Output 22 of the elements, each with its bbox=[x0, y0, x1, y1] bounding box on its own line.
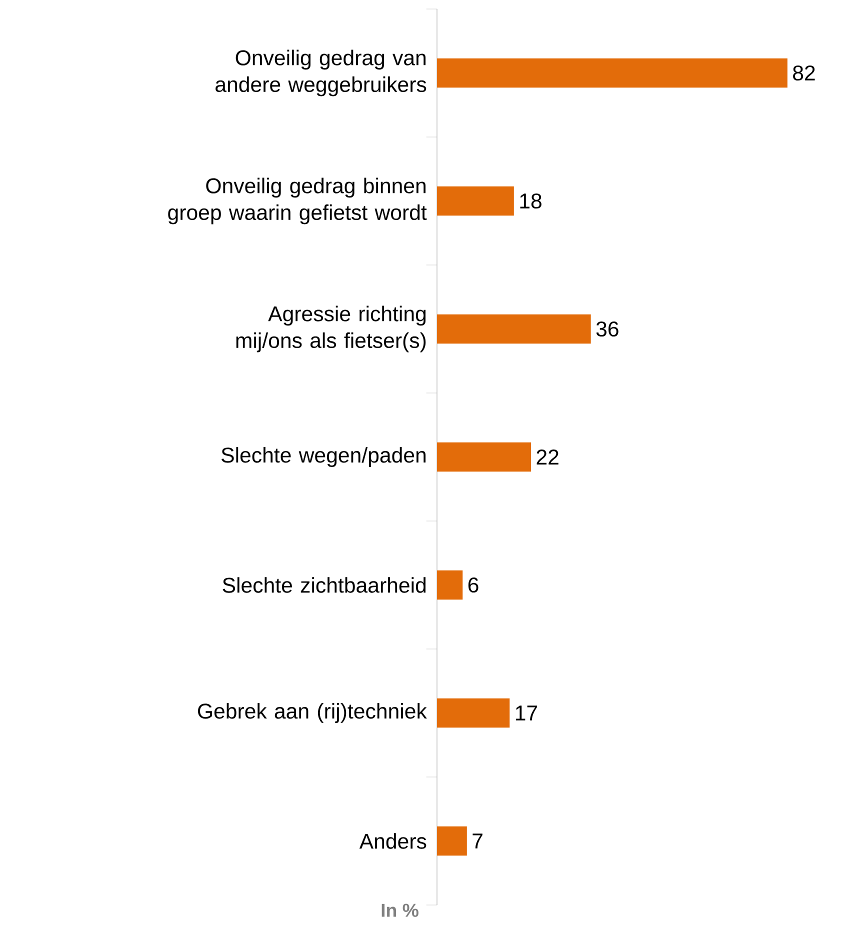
y-tick-label: Anders bbox=[359, 833, 426, 849]
y-tick-label: Onveilig gedrag binnen groep waarin gefietst wordt bbox=[168, 178, 427, 224]
text: In % bbox=[382, 904, 418, 917]
data-label: 18 bbox=[520, 193, 542, 209]
data-label: 6 bbox=[468, 577, 478, 593]
y-tick-label: Slechte wegen/paden bbox=[222, 447, 426, 467]
data-label: 36 bbox=[596, 321, 618, 337]
y-tick-label: Gebrek aan (rij)techniek bbox=[198, 703, 427, 723]
bar bbox=[437, 314, 591, 344]
y-tick-label: Onveilig gedrag van andere weggebruikers bbox=[216, 50, 426, 96]
bar bbox=[437, 442, 532, 472]
bar bbox=[437, 186, 514, 216]
bar bbox=[437, 58, 788, 88]
y-tick-label: Slechte zichtbaarheid bbox=[222, 577, 426, 593]
bar bbox=[437, 570, 463, 600]
bar bbox=[437, 698, 510, 728]
data-label: 82 bbox=[793, 65, 815, 81]
data-label: 7 bbox=[472, 834, 482, 848]
data-label: 22 bbox=[536, 450, 558, 464]
y-tick-label: Agressie richting mij/ons als fietser(s) bbox=[236, 306, 426, 352]
data-label: 17 bbox=[516, 706, 538, 720]
bar bbox=[437, 826, 467, 856]
